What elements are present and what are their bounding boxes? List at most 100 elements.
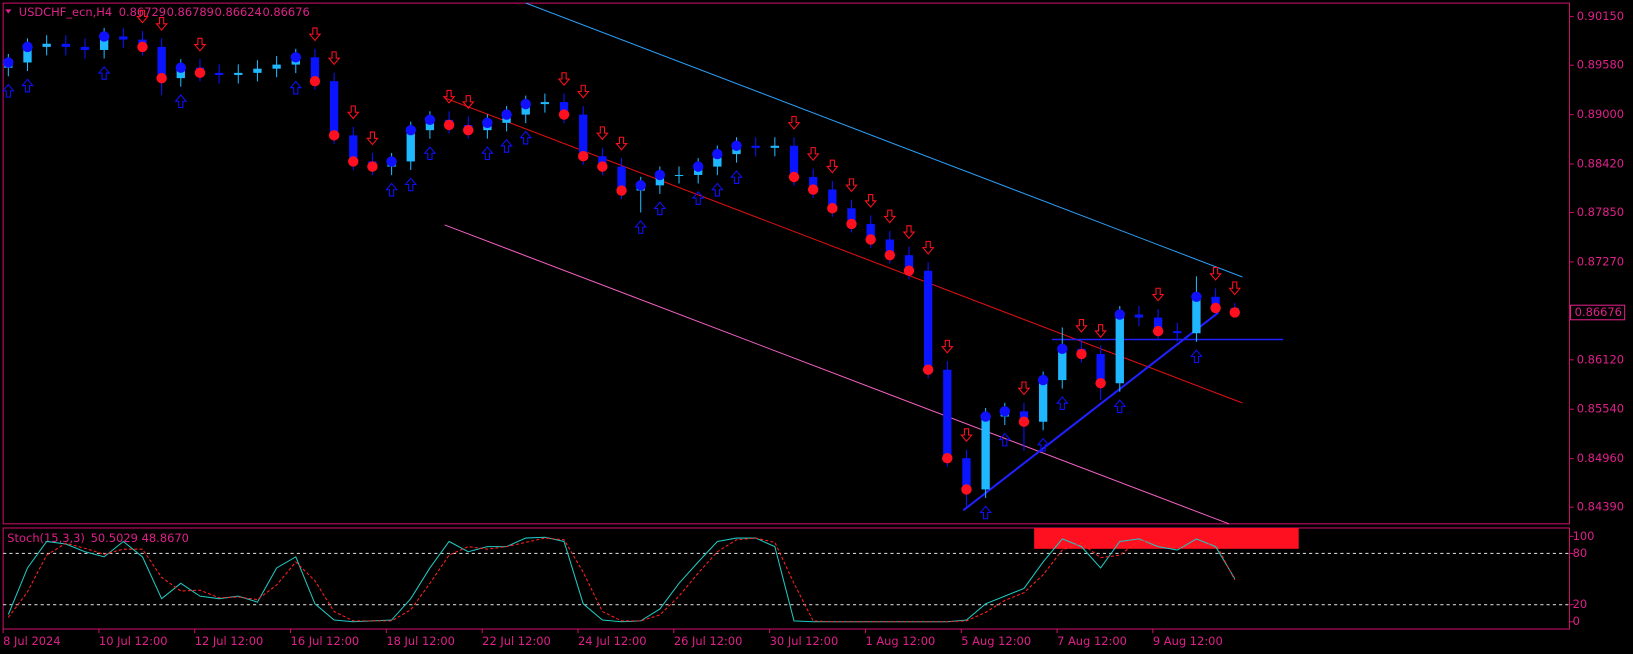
x-tick-label: 26 Jul 12:00 — [674, 634, 743, 648]
candle-body — [99, 36, 109, 50]
candle-body — [272, 64, 281, 69]
buy-arrow — [2, 83, 15, 98]
buy-arrow — [289, 80, 303, 95]
x-tick-label: 16 Jul 12:00 — [291, 634, 360, 648]
channel-mid — [444, 97, 1243, 404]
candle-body — [80, 46, 90, 50]
sell-dot — [1152, 325, 1164, 337]
candle-body — [42, 43, 51, 47]
candle-body — [828, 189, 837, 209]
sell-arrow — [806, 147, 820, 161]
candle-body — [1134, 314, 1144, 318]
sell-dot — [616, 185, 627, 196]
candle-body — [962, 458, 971, 490]
buy-dot — [386, 156, 397, 167]
buy-arrow — [1055, 396, 1069, 410]
sell-arrow — [960, 428, 973, 443]
y-tick-label: 0.84960 — [1577, 451, 1624, 465]
x-tick-label: 5 Aug 12:00 — [961, 634, 1031, 648]
main-frame — [2, 2, 1570, 525]
buy-dot — [98, 31, 110, 42]
buy-arrow — [653, 201, 667, 216]
stoch-tick-label: 80 — [1573, 546, 1588, 560]
candle-body — [176, 67, 185, 79]
candle-body — [157, 46, 166, 79]
stoch-tick-label: 20 — [1573, 597, 1588, 611]
buy-dot — [424, 114, 436, 125]
sell-arrow — [883, 209, 897, 224]
close: 0.86676 — [262, 5, 309, 19]
sell-arrow — [155, 17, 168, 31]
y-tick-label: 0.85540 — [1577, 402, 1624, 416]
sell-arrow — [902, 225, 916, 240]
buy-dot — [1037, 374, 1049, 386]
y-tick-label: 0.89580 — [1577, 58, 1624, 72]
sell-arrow — [576, 84, 590, 99]
sell-arrow — [1209, 266, 1222, 281]
buy-dot — [482, 117, 493, 129]
buy-arrow — [1190, 349, 1203, 364]
sell-arrow — [845, 178, 858, 193]
sell-dot — [137, 41, 148, 53]
buy-arrow — [481, 146, 494, 161]
sell-dot — [884, 249, 896, 261]
candle-body — [214, 72, 224, 75]
high: 0.86789 — [167, 5, 214, 19]
sell-arrow — [787, 115, 801, 130]
sell-dot — [807, 184, 819, 195]
buy-arrow — [174, 94, 188, 109]
sell-dot — [942, 452, 953, 464]
y-tick-label: 0.86120 — [1577, 352, 1624, 366]
buy-dot — [999, 406, 1011, 417]
sell-arrow — [442, 89, 456, 104]
sell-dot — [788, 171, 800, 183]
stoch-title: Stoch(15,3,3) — [7, 531, 85, 545]
buy-arrow — [1036, 437, 1050, 452]
sell-dot — [328, 130, 340, 141]
candle-body — [1173, 331, 1182, 334]
candle-body — [406, 130, 415, 162]
y-tick-label: 0.88420 — [1577, 156, 1624, 170]
buy-arrow — [385, 182, 398, 197]
candle-body — [119, 36, 128, 40]
stoch-d: 48.8670 — [142, 531, 189, 545]
sell-arrow — [1075, 318, 1088, 333]
buy-arrow — [998, 432, 1012, 447]
candle-body — [23, 46, 32, 63]
x-tick-label: 7 Aug 12:00 — [1057, 634, 1127, 648]
buy-arrow — [21, 78, 34, 93]
open: 0.86729 — [119, 5, 166, 19]
stoch-k: 50.5029 — [91, 531, 138, 545]
buy-arrow — [979, 505, 992, 520]
candle-body — [904, 255, 914, 271]
candle-body — [579, 114, 588, 157]
x-tick-label: 9 Aug 12:00 — [1153, 634, 1223, 648]
candle-body — [61, 43, 70, 47]
zone — [1034, 527, 1299, 549]
y-tick-label: 0.87270 — [1577, 254, 1624, 268]
sell-arrow — [557, 72, 571, 87]
sell-arrow — [921, 240, 935, 255]
candle-body — [234, 72, 243, 75]
sell-arrow — [1017, 381, 1031, 396]
menu-triangle — [5, 9, 12, 14]
candle-body — [253, 68, 262, 73]
sell-dot — [1076, 348, 1087, 360]
x-tick-label: 10 Jul 12:00 — [99, 634, 168, 648]
buy-dot — [980, 411, 991, 422]
sell-dot — [1095, 378, 1106, 389]
buy-dot — [712, 148, 723, 160]
sell-dot — [463, 124, 474, 136]
y-tick-label: 0.84390 — [1577, 500, 1624, 514]
low: 0.86624 — [215, 5, 262, 19]
candle-body — [1096, 354, 1105, 384]
buy-dot — [520, 98, 531, 110]
candle-body — [751, 145, 760, 148]
x-tick-label: 1 Aug 12:00 — [865, 634, 935, 648]
candle-body — [789, 145, 799, 178]
sell-arrow — [308, 27, 322, 42]
x-tick-label: 30 Jul 12:00 — [770, 634, 839, 648]
candle-body — [1038, 380, 1048, 422]
